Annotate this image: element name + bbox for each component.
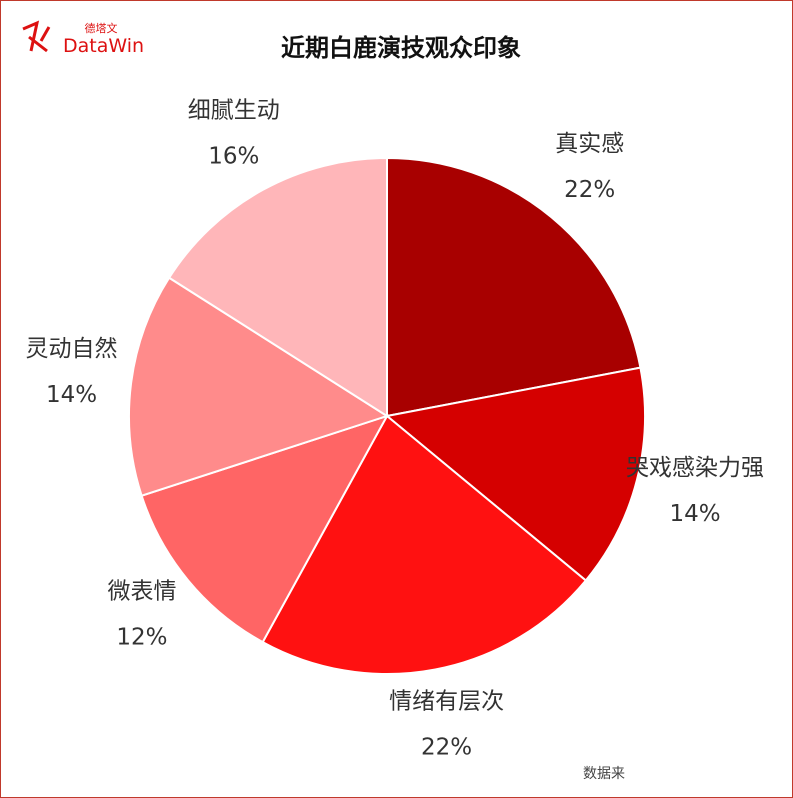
logo-text: DataWin [63,35,144,57]
value-label: 14% [46,382,97,408]
logo: 德塔文 DataWin [22,20,144,57]
pie-slice [140,414,390,644]
pie-slice [384,366,646,582]
slice-label: 真实感 [555,131,624,157]
slice-label: 哭戏感染力强 [626,455,764,481]
value-label: 22% [421,734,472,760]
slice-label: 微表情 [107,579,176,605]
pie-slice [261,414,588,675]
footer: 数据来 [583,766,625,782]
logo-icon [22,20,51,53]
slice-label: 灵动自然 [26,336,118,362]
logo-cn: 德塔文 [85,21,118,35]
value-label: 12% [116,625,167,651]
chart-title: 近期白鹿演技观众印象 [281,34,521,62]
pie-slice [128,276,390,497]
pie-slice [386,156,642,418]
pie-slice [167,156,388,418]
value-label: 22% [564,177,615,203]
value-label: 14% [669,501,720,527]
slice-label: 情绪有层次 [389,688,504,714]
slice-label: 细腻生动 [188,97,280,123]
value-label: 16% [208,143,259,169]
